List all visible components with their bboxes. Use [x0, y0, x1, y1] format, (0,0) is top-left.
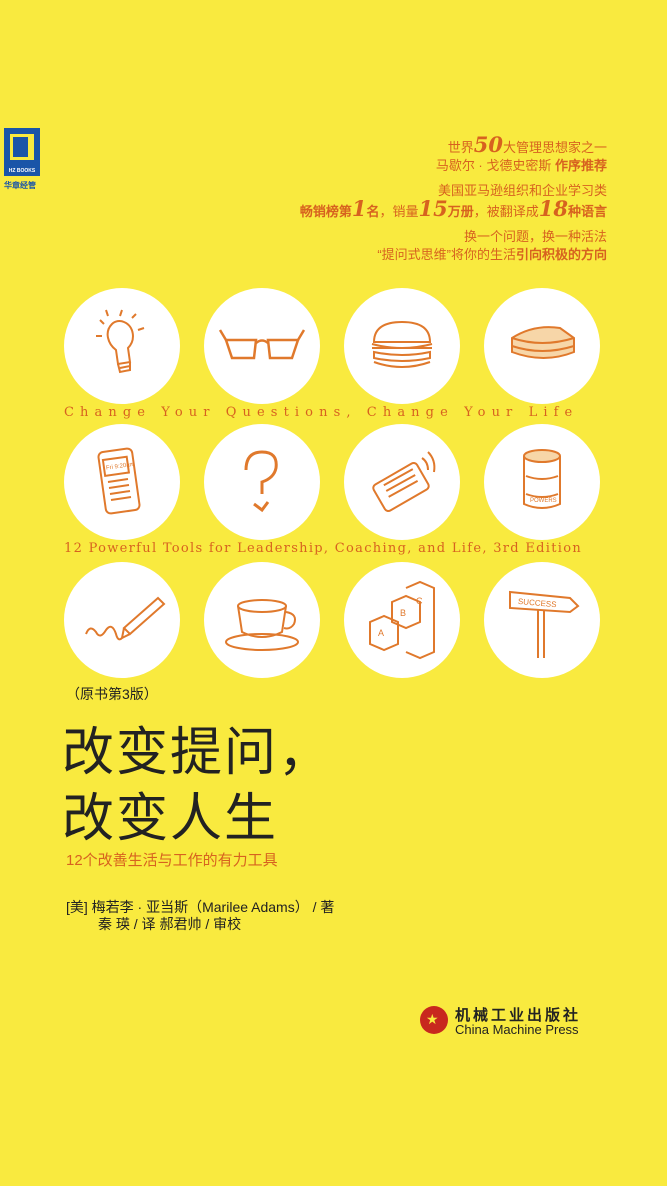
- question-mark-icon: [204, 424, 320, 540]
- hz-books-name: 华章经管: [4, 181, 36, 190]
- blurb-bestseller: 美国亚马逊组织和企业学习类 畅销榜第1名，销量15万册，被翻译成18种语言: [299, 183, 607, 221]
- translator-credit: 秦 瑛 / 译 郝君帅 / 审校: [98, 916, 242, 932]
- hz-books-caption: HZ BOOKS: [8, 168, 36, 174]
- author-credit: [美] 梅若李 · 亚当斯（Marilee Adams） / 著: [66, 899, 335, 915]
- lightbulb-icon: [64, 288, 180, 404]
- pencil-icon: [64, 562, 180, 678]
- tagline-english-subtitle: 12 Powerful Tools for Leadership, Coachi…: [64, 541, 583, 556]
- book-title-line-1: 改变提问，: [62, 723, 333, 783]
- coffee-cup-icon: [204, 562, 320, 678]
- blurb-endorsement: 世界50大管理思想家之一 马歇尔 · 戈德史密斯 作序推荐: [435, 132, 607, 173]
- tagline-english-title: Change Your Questions, Change Your Life: [64, 405, 579, 420]
- hamburger-icon: [344, 288, 460, 404]
- can-icon: POWERS: [484, 424, 600, 540]
- book-subtitle: 12个改善生活与工作的有力工具: [66, 852, 278, 869]
- cake-icon: [484, 288, 600, 404]
- phone-screen-text: Fri 9:20am: [106, 462, 135, 472]
- sign-text: SUCCESS: [518, 597, 557, 609]
- can-label: POWERS: [530, 498, 557, 504]
- svg-text:B: B: [400, 608, 406, 618]
- blurb-slogan: 换一个问题，换一种活法 “提问式思维”将你的生活引向积极的方向: [377, 229, 607, 262]
- publisher-name-en: China Machine Press: [455, 1022, 579, 1037]
- hz-books-logo: HZ BOOKS: [4, 128, 40, 176]
- svg-text:A: A: [378, 628, 384, 638]
- smartphone-icon: [344, 424, 460, 540]
- success-sign-icon: SUCCESS: [484, 562, 600, 678]
- abc-blocks-icon: A B C: [344, 562, 460, 678]
- phone-icon: Fri 9:20am: [64, 424, 180, 540]
- china-machine-press-logo: ★: [420, 1006, 448, 1034]
- edition-label: （原书第3版）: [66, 686, 158, 702]
- glasses-icon: [204, 288, 320, 404]
- publisher-name-cn: 机械工业出版社: [455, 1007, 582, 1024]
- book-title-line-2: 改变人生: [62, 789, 279, 849]
- svg-text:C: C: [416, 596, 423, 606]
